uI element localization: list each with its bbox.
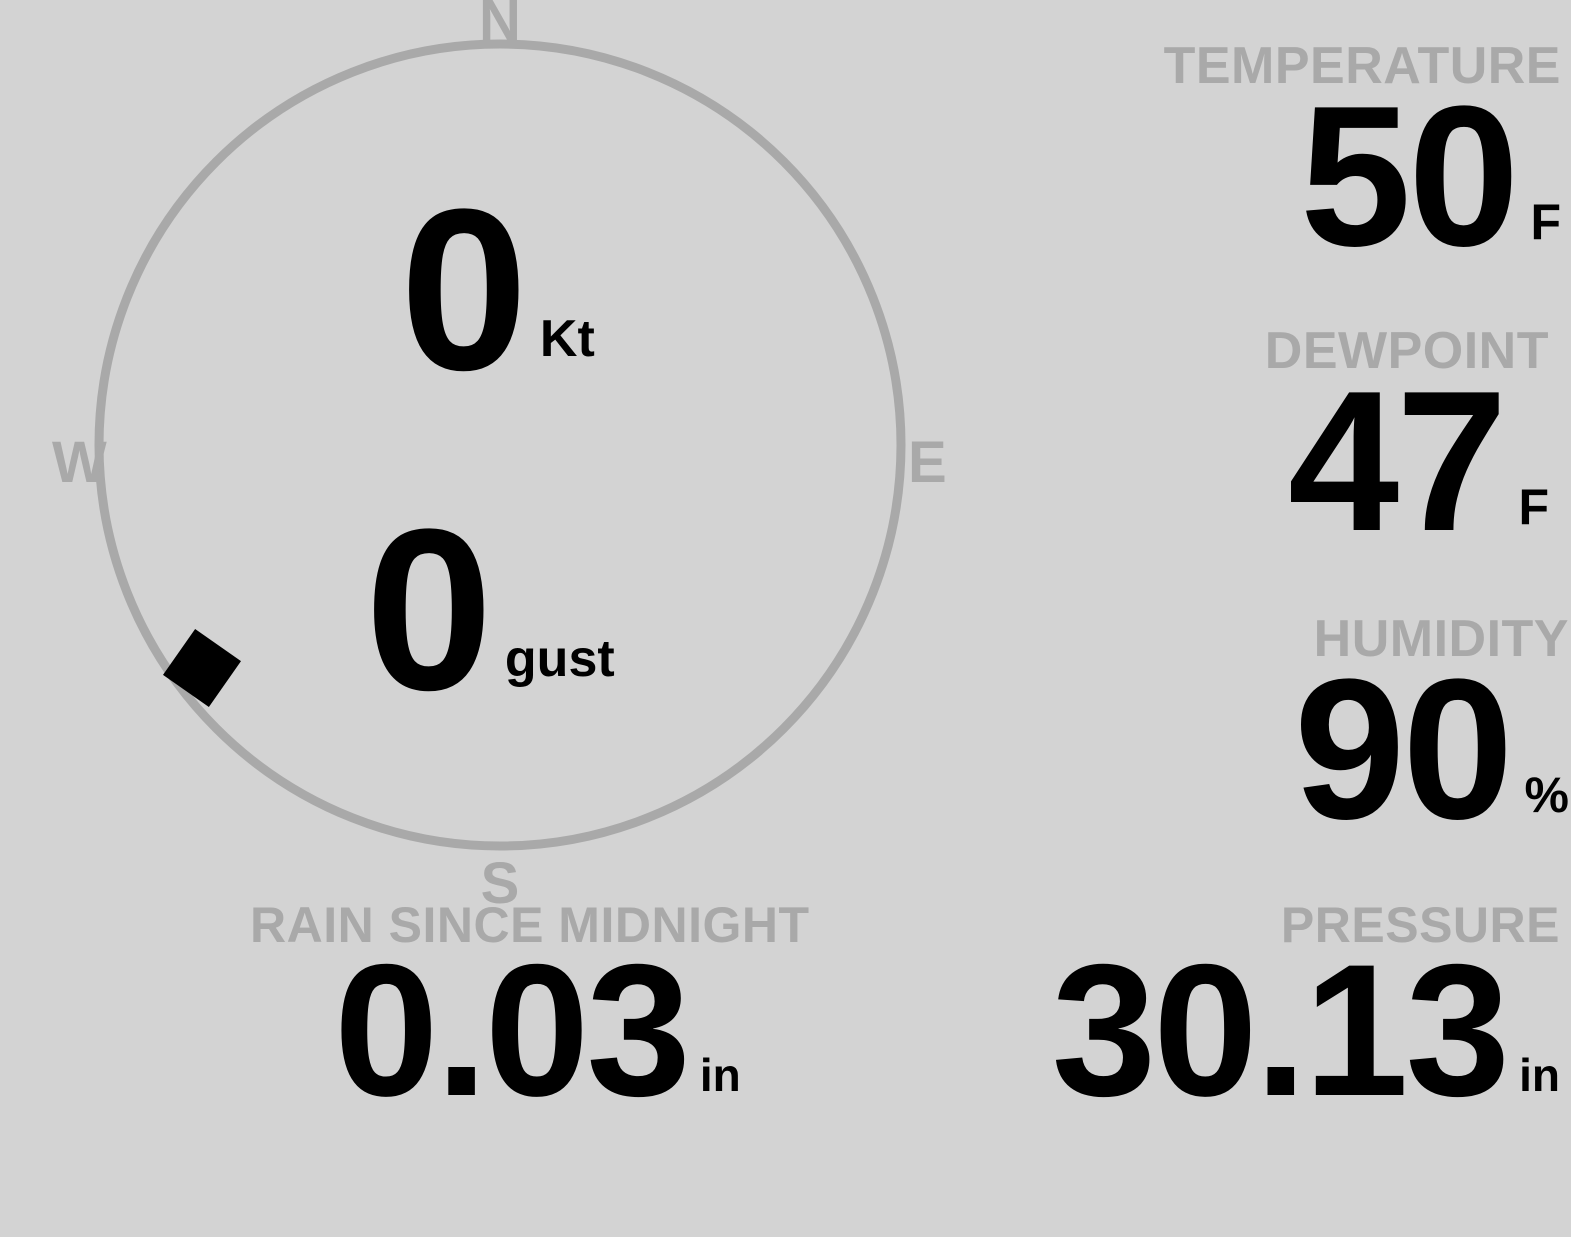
wind-gust-unit: gust: [504, 630, 615, 689]
temperature-label: TEMPERATURE: [1163, 37, 1561, 95]
pressure-value-row: 30.13 in: [930, 925, 1560, 1135]
temperature-unit: F: [1530, 194, 1561, 251]
compass-ring: [94, 39, 906, 851]
metric-rain-since-midnight: RAIN SINCE MIDNIGHT 0.03 in: [250, 897, 810, 1135]
pressure-label: PRESSURE: [1280, 897, 1560, 953]
wind-gust-readout: 0 gust: [365, 481, 615, 738]
metric-temperature: TEMPERATURE 50 F: [1001, 37, 1561, 289]
rain-value-row: 0.03 in: [250, 925, 810, 1135]
dewpoint-value: 47: [1287, 350, 1507, 574]
compass-dial: [94, 39, 906, 851]
metric-humidity: HUMIDITY 90 %: [1009, 610, 1569, 862]
wind-speed-readout: 0 Kt: [400, 161, 595, 418]
wind-gust-value: 0: [365, 481, 493, 738]
metric-pressure: PRESSURE 30.13 in: [930, 897, 1560, 1135]
dewpoint-unit: F: [1518, 479, 1549, 536]
dewpoint-label: DEWPOINT: [1264, 322, 1549, 380]
compass-tick-marks: [207, 159, 793, 731]
temperature-value-row: 50 F: [1001, 65, 1561, 289]
wind-direction-marker: [163, 629, 241, 707]
wind-speed-unit: Kt: [539, 310, 595, 369]
temperature-value: 50: [1299, 65, 1519, 289]
compass-label-north: N: [479, 0, 521, 53]
pressure-value: 30.13: [1051, 925, 1510, 1135]
compass-label-east: E: [908, 430, 947, 495]
compass-label-south: S: [480, 851, 520, 916]
humidity-label: HUMIDITY: [1313, 610, 1569, 668]
pressure-unit: in: [1519, 1048, 1560, 1101]
humidity-unit: %: [1524, 767, 1569, 824]
compass-label-west: W: [52, 430, 107, 495]
wind-speed-value: 0: [400, 161, 528, 418]
metric-dewpoint: DEWPOINT 47 F: [989, 322, 1549, 574]
rain-value: 0.03: [334, 925, 691, 1135]
dewpoint-value-row: 47 F: [989, 350, 1549, 574]
rain-unit: in: [699, 1048, 741, 1101]
rain-label: RAIN SINCE MIDNIGHT: [250, 897, 810, 953]
humidity-value-row: 90 %: [1009, 638, 1569, 862]
wind-compass[interactable]: N E S W 0 Kt 0 gust: [0, 0, 1000, 913]
humidity-value: 90: [1294, 638, 1513, 862]
